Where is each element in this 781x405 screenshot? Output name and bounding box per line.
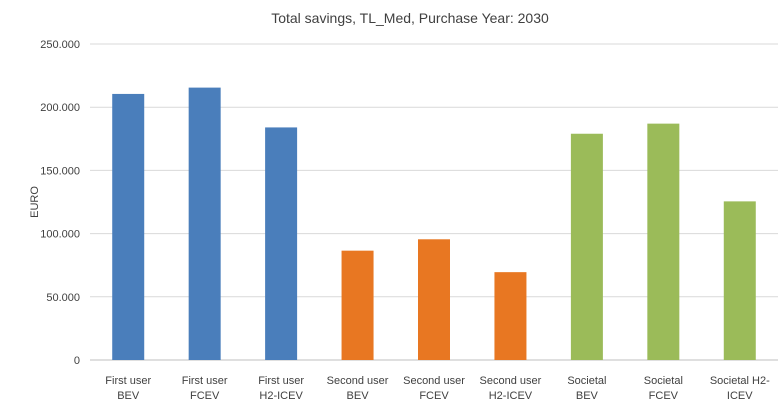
bar (647, 123, 680, 360)
y-tick-label: 0 (74, 355, 80, 367)
y-axis-ticks: 0 50.000 100.000 150.000 200.000 250.000 (40, 39, 80, 367)
x-category-label: Second user BEV (327, 375, 389, 402)
bar (112, 93, 145, 360)
x-category-label: First user FCEV (182, 375, 228, 402)
y-axis-title: EURO (29, 186, 41, 218)
x-category-label: Societal BEV (567, 375, 606, 402)
bar (570, 133, 603, 360)
y-tick-label: 50.000 (46, 292, 80, 304)
y-tick-label: 200.000 (40, 102, 80, 114)
y-tick-label: 250.000 (40, 39, 80, 51)
x-category-label: Second user H2-ICEV (480, 375, 542, 402)
y-tick-label: 150.000 (40, 165, 80, 177)
x-category-label: First user H2-ICEV (258, 375, 304, 402)
x-axis-categories: First user BEV First user FCEV First user H2-… (105, 375, 770, 402)
bar (723, 201, 756, 360)
bar (418, 239, 450, 360)
x-category-label: Societal H2-ICEV (710, 375, 770, 402)
x-category-label: Societal FCEV (644, 375, 683, 402)
y-tick-label: 100.000 (40, 229, 80, 241)
bar (188, 87, 221, 360)
x-category-label: First user BEV (105, 375, 151, 402)
chart-title: Total savings, TL_Med, Purchase Year: 20… (271, 10, 549, 26)
bar (494, 272, 527, 360)
bar (341, 250, 374, 360)
bar (265, 127, 298, 360)
bars (112, 87, 756, 360)
x-category-label: Second user FCEV (403, 375, 465, 402)
